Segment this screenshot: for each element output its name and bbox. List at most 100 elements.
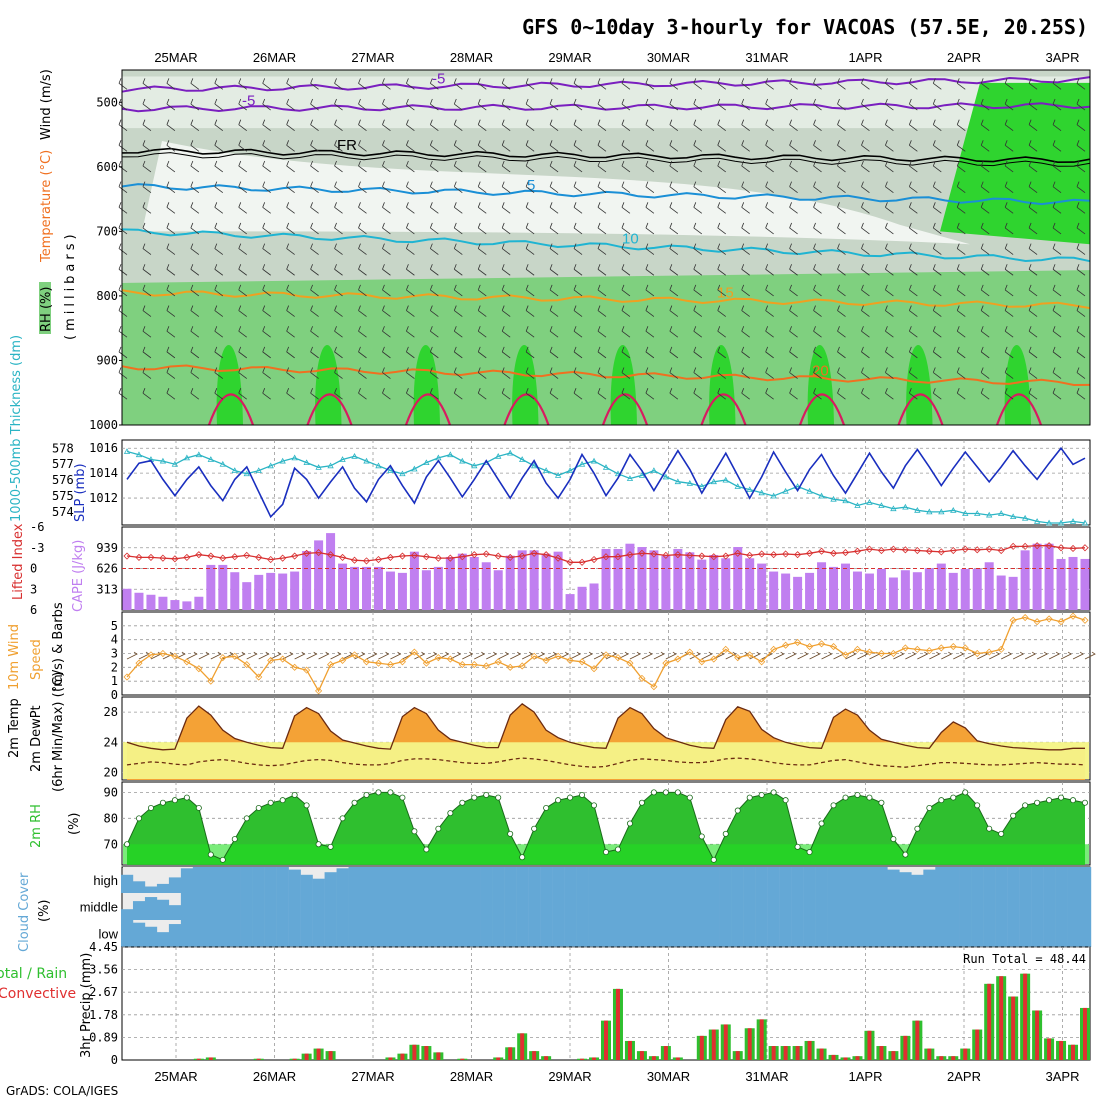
slp-tick-label: 1016 [89, 441, 118, 455]
cloud-bar [588, 893, 601, 920]
li-tick-label: 0 [30, 562, 37, 576]
wind-barb [837, 367, 846, 379]
wind-barb [142, 119, 152, 131]
cloud-bar [1019, 920, 1032, 947]
wind-barb [861, 222, 870, 235]
wind-barb [238, 119, 247, 131]
thickness-point [1069, 518, 1077, 524]
wind-barb [908, 305, 918, 317]
wind-barb [382, 305, 391, 317]
cloud-bar [276, 867, 289, 893]
date-label-top: 30MAR [647, 50, 690, 65]
wind-barb [549, 140, 559, 152]
wind-barb [525, 264, 535, 276]
thickness-tick-label: 577 [52, 457, 74, 471]
wind-barb [477, 346, 487, 359]
wind-barb [382, 222, 391, 235]
cape-tick-label: 313 [96, 582, 118, 596]
wind-barb [118, 326, 128, 338]
cloud-bar [312, 893, 325, 920]
wind-barb-10m [989, 651, 1000, 660]
date-label-top: 31MAR [745, 50, 788, 65]
rh-point [219, 856, 226, 863]
cloud-bar [240, 893, 253, 920]
wind-barb [813, 305, 822, 317]
cape-bar [373, 566, 383, 610]
wind-barb [142, 264, 152, 276]
wind-barb [741, 119, 750, 131]
rh-region-dry-upper [122, 76, 1090, 129]
wind-barb [932, 98, 942, 111]
wind-barb [166, 160, 176, 173]
thickness-point [890, 505, 897, 512]
cloud-bar [324, 893, 337, 920]
wind-barb [501, 367, 511, 379]
li-point [530, 549, 538, 557]
wind-barb [334, 326, 343, 338]
cloud-bar [384, 893, 397, 920]
wind-barb [765, 98, 774, 111]
wind-barb [765, 119, 774, 131]
wind-barb [693, 98, 703, 111]
cloud-bar [432, 867, 445, 893]
wind-barb [932, 119, 942, 131]
wind-barb [549, 119, 559, 131]
wind-speed-point [1045, 615, 1053, 623]
wind-barb [262, 140, 271, 152]
rh-axis-label: 2m RH [29, 804, 44, 848]
wind-barb [142, 326, 152, 338]
isotherm-25 [601, 393, 649, 426]
rh-point [986, 825, 993, 832]
isotherm-25 [798, 393, 846, 426]
li-point [602, 553, 610, 561]
wind-barb [669, 119, 679, 131]
wind-barb [597, 284, 607, 297]
wind-tick-label: 0 [111, 688, 118, 702]
precip-convective-bar [867, 1030, 872, 1060]
date-label-top: 2APR [947, 50, 981, 65]
cape-bar [625, 543, 635, 610]
wind-speed-point [638, 674, 646, 682]
wind-barb [693, 346, 703, 359]
slp-tick-label: 1012 [89, 491, 118, 505]
cloud-bar [863, 867, 876, 893]
rh-point [519, 854, 526, 861]
wind-barb [885, 140, 894, 152]
cloud-bar [851, 920, 864, 947]
wind-barb [501, 181, 511, 193]
rh-point [159, 799, 166, 806]
rh-point [1070, 797, 1077, 804]
wind-barb [717, 222, 726, 235]
wind-barb [214, 181, 224, 193]
wind-speed-point [422, 659, 430, 667]
wind-barb [549, 222, 559, 235]
thickness-point [387, 467, 394, 473]
wind-barb [932, 78, 942, 90]
wind-barb [645, 98, 655, 111]
rh-point [387, 789, 394, 796]
wind-barb [262, 98, 271, 111]
thickness-point [303, 459, 310, 466]
wind-speed-point [195, 665, 203, 673]
wind-barb [956, 367, 966, 379]
thickness-point [554, 472, 562, 478]
wind-speed-point [901, 644, 909, 652]
li-point [327, 551, 335, 559]
cloud-bar [971, 920, 984, 947]
wind-barb [429, 202, 439, 214]
wind-barb [932, 222, 942, 235]
cape-bar [1056, 558, 1066, 610]
cloud-bar [1007, 920, 1020, 947]
cape-bar [757, 563, 767, 610]
wind-speed-point [973, 649, 981, 658]
wind-barb [358, 222, 367, 235]
wind-barb [908, 140, 918, 152]
wind-speed-point [159, 649, 167, 658]
cloud-bar [767, 867, 780, 893]
wind-barb [1028, 78, 1038, 90]
wind-barb [334, 305, 343, 317]
wind-barb [1076, 181, 1086, 193]
wind-barb [310, 326, 319, 338]
temperature-tick-label: 28 [104, 705, 118, 719]
wind-barb [477, 388, 487, 400]
